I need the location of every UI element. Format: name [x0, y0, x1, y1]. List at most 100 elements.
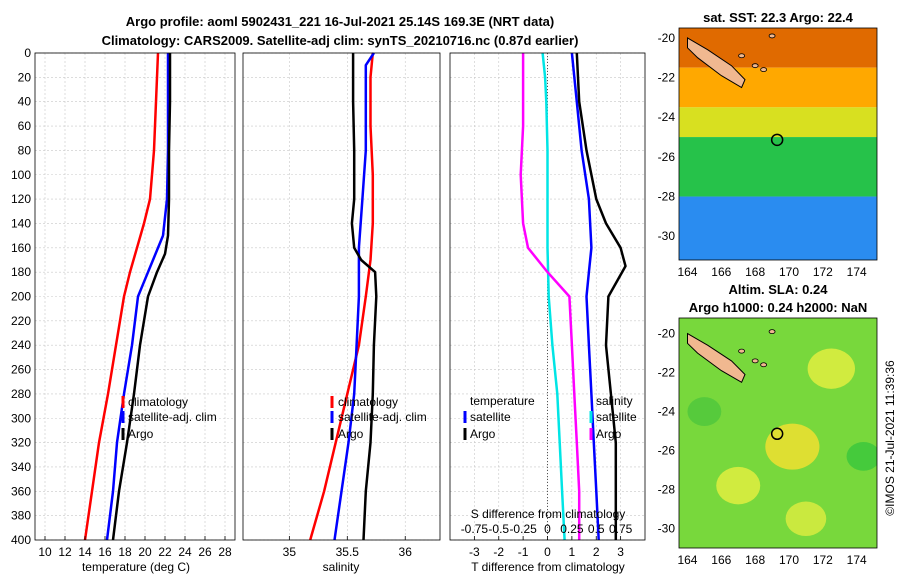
- legend-t-satellite: satellite: [470, 410, 511, 424]
- sst-band: [679, 196, 877, 260]
- y-tick-label: 60: [18, 119, 32, 133]
- sst-band: [679, 67, 877, 108]
- x-tick-label: 14: [78, 545, 92, 559]
- land-new-caledonia: [687, 332, 746, 384]
- salinity-xlabel: salinity: [323, 560, 360, 574]
- sla-anomaly-blob: [687, 397, 722, 426]
- s-tick-label: -0.25: [509, 522, 537, 536]
- x-tick-label: 2: [593, 545, 600, 559]
- series-line-climatology: [83, 52, 160, 541]
- s-tick-label: 0.75: [609, 522, 633, 536]
- y-tick-label: 160: [11, 241, 31, 255]
- y-tick-label: 140: [11, 216, 31, 230]
- series-line-salinity-argo: [519, 53, 581, 540]
- map-field: [679, 318, 877, 548]
- argo-location-marker: [770, 133, 784, 147]
- y-tick-label: 320: [11, 436, 31, 450]
- legend-satellite: satellite-adj. clim: [338, 410, 427, 424]
- y-tick-label: 400: [11, 533, 31, 547]
- x-tick-label: 18: [118, 545, 132, 559]
- series-line-satellite-adj-clim: [333, 52, 375, 541]
- land-island: [760, 67, 768, 73]
- sla-map-panel: 164 166 168 170 172 174 -20 -22 -24 -26 -28 -30: [658, 317, 878, 567]
- s-tick-label: -0.5: [488, 522, 509, 536]
- map-x-tick-label: 168: [745, 553, 765, 567]
- sst-band: [679, 137, 877, 197]
- y-tick-label: 280: [11, 387, 31, 401]
- map-x-tick-label: 164: [677, 553, 697, 567]
- sla-anomaly-blob: [846, 442, 877, 471]
- x-tick-label: 35.5: [336, 545, 360, 559]
- s-tick-label: -0.75: [461, 522, 489, 536]
- land-island: [751, 358, 759, 364]
- sst-map-panel: 164 166 168 170 172 174 -20 -22 -24 -26 -28 -30: [658, 27, 878, 279]
- x-tick-label: 22: [158, 545, 172, 559]
- imos-watermark: ©IMOS 21-Jul-2021 11:39:36: [883, 360, 897, 516]
- y-tick-label: 100: [11, 168, 31, 182]
- s-tick-label: 0.5: [588, 522, 605, 536]
- y-tick-label: 40: [18, 95, 32, 109]
- y-tick-label: 20: [18, 70, 32, 84]
- y-tick-label: 120: [11, 192, 31, 206]
- x-tick-label: 35: [283, 545, 297, 559]
- figure-title-line1: Argo profile: aoml 5902431_221 16-Jul-20…: [126, 14, 554, 29]
- y-tick-label: 340: [11, 460, 31, 474]
- temperature-profile-panel: 10 12 14 16 18 20 22 24 26 2802040608010012014016…: [11, 46, 236, 559]
- y-tick-label: 180: [11, 265, 31, 279]
- map-y-tick-label: -26: [658, 444, 676, 458]
- x-tick-label: 24: [178, 545, 192, 559]
- map-x-tick-label: 174: [847, 553, 867, 567]
- map-y-tick-label: -20: [658, 327, 676, 341]
- y-tick-label: 360: [11, 484, 31, 498]
- temperature-xlabel: temperature (deg C): [82, 560, 190, 574]
- legend-s-satellite: satellite: [596, 410, 637, 424]
- series-line-climatology: [308, 52, 375, 541]
- legend-satellite: satellite-adj. clim: [128, 410, 217, 424]
- difference-t-xlabel: T difference from climatology: [471, 560, 625, 574]
- legend-temperature-title: temperature: [470, 394, 535, 408]
- x-tick-label: -3: [469, 545, 480, 559]
- map-y-tick-label: -22: [658, 71, 676, 85]
- difference-s-xlabel: S difference from climatology: [471, 507, 626, 521]
- figure-title-line2: Climatology: CARS2009. Satellite-adj cli…: [102, 33, 579, 48]
- map-y-tick-label: -24: [658, 405, 676, 419]
- series-line-temperature-argo: [575, 52, 627, 540]
- land-new-caledonia: [687, 37, 746, 89]
- y-tick-label: 260: [11, 363, 31, 377]
- x-tick-label: 10: [38, 545, 52, 559]
- map-y-tick-label: -30: [658, 522, 676, 536]
- land-island: [751, 63, 759, 69]
- map-frame: [678, 27, 878, 261]
- x-tick-label: 3: [617, 545, 624, 559]
- land-island: [768, 33, 776, 39]
- sst-map-title: sat. SST: 22.3 Argo: 22.4: [703, 10, 854, 25]
- legend-climatology: climatology: [338, 395, 398, 409]
- map-y-tick-label: -24: [658, 110, 676, 124]
- land-island: [738, 348, 746, 354]
- x-tick-label: 36: [399, 545, 413, 559]
- map-x-tick-label: 166: [711, 265, 731, 279]
- salinity-legend: climatology satellite-adj. clim Argo: [330, 395, 427, 441]
- sla-map-title-line2: Argo h1000: 0.24 h2000: NaN: [689, 300, 867, 315]
- y-tick-label: 0: [24, 46, 31, 60]
- x-tick-label: 1: [569, 545, 576, 559]
- axes-frame: [34, 52, 236, 541]
- series-line-temperature-satellite: [570, 52, 600, 541]
- legend-t-argo: Argo: [470, 427, 496, 441]
- map-field: [679, 28, 877, 260]
- temperature-legend: climatology satellite-adj. clim Argo: [121, 395, 217, 441]
- legend-s-argo: Argo: [596, 427, 622, 441]
- legend-salinity-title: salinity: [596, 394, 633, 408]
- argo-location-marker: [770, 427, 784, 441]
- sla-anomaly-blob: [785, 501, 827, 537]
- sla-map-title-line1: Altim. SLA: 0.24: [729, 282, 829, 297]
- legend-argo: Argo: [128, 427, 154, 441]
- map-x-tick-label: 170: [779, 265, 799, 279]
- map-x-tick-label: 164: [677, 265, 697, 279]
- sla-anomaly-blob: [765, 423, 820, 470]
- map-y-tick-label: -20: [658, 31, 676, 45]
- map-frame: [678, 317, 878, 549]
- difference-legend-salinity: salinity satellite Argo: [589, 394, 637, 441]
- map-x-tick-label: 172: [813, 265, 833, 279]
- x-tick-label: 0: [544, 545, 551, 559]
